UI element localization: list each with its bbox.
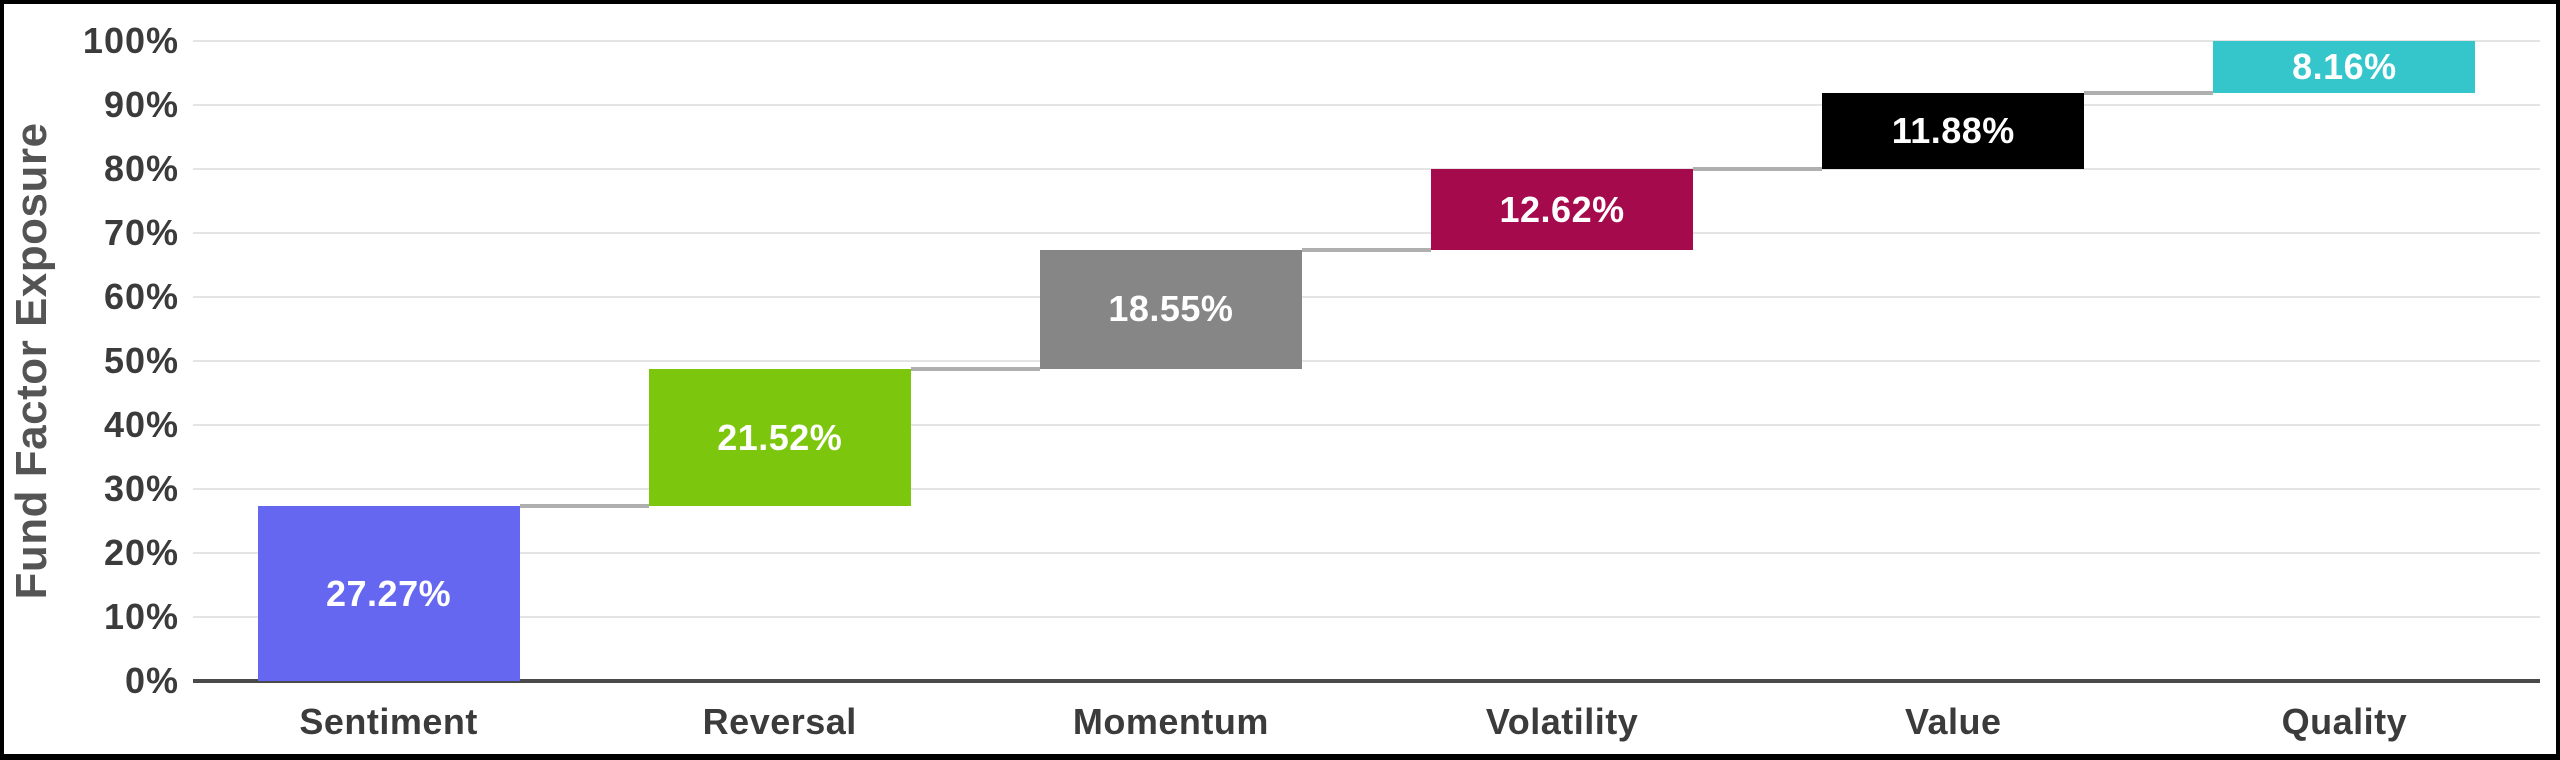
y-tick-label: 20%	[103, 532, 179, 573]
y-tick-label: 60%	[103, 276, 179, 317]
gridline-90pct	[193, 104, 2540, 106]
x-category-label: Sentiment	[299, 701, 478, 742]
bar-volatility: 12.62%	[1431, 169, 1694, 251]
y-tick-label: 90%	[103, 84, 179, 125]
x-category-label: Momentum	[1072, 701, 1269, 742]
bar-sentiment: 27.27%	[257, 506, 520, 681]
connector-line	[1301, 248, 1432, 253]
gridline-100pct	[193, 40, 2540, 42]
y-tick-label: 30%	[103, 468, 179, 509]
bar-value-label: 18.55%	[1108, 288, 1234, 330]
connector-line	[2084, 91, 2214, 96]
bar-value-label: 27.27%	[326, 572, 452, 614]
y-tick-label: 100%	[82, 20, 179, 61]
x-category-label: Quality	[2281, 701, 2408, 742]
y-tick-label: 80%	[103, 148, 179, 189]
bar-quality: 8.16%	[2213, 41, 2476, 94]
gridline-10pct	[193, 616, 2540, 618]
connector-line	[1693, 167, 1823, 172]
gridline-60pct	[193, 296, 2540, 298]
y-tick-label: 40%	[103, 404, 179, 445]
bar-value-label: 12.62%	[1499, 188, 1625, 230]
connector-line	[910, 366, 1040, 371]
gridline-20pct	[193, 552, 2540, 554]
gridline-40pct	[193, 424, 2540, 426]
y-tick-label: 10%	[103, 596, 179, 637]
x-axis-line	[193, 679, 2540, 683]
gridline-30pct	[193, 488, 2540, 490]
y-tick-label: 70%	[103, 212, 179, 253]
gridline-50pct	[193, 360, 2540, 362]
bar-momentum: 18.55%	[1039, 250, 1302, 369]
bar-reversal: 21.52%	[648, 368, 911, 507]
bar-value-label: 11.88%	[1891, 110, 2015, 152]
y-tick-label: 0%	[124, 660, 179, 701]
connector-line	[519, 504, 649, 509]
bar-value-label: 21.52%	[717, 416, 843, 458]
gridline-80pct	[193, 168, 2540, 170]
y-tick-label: 50%	[103, 340, 179, 381]
x-category-label: Reversal	[702, 701, 857, 742]
bar-value: 11.88%	[1822, 93, 2085, 170]
gridline-70pct	[193, 232, 2540, 234]
x-category-label: Value	[1904, 701, 2002, 742]
x-category-label: Volatility	[1485, 701, 1639, 742]
bar-value-label: 8.16%	[2292, 46, 2397, 88]
